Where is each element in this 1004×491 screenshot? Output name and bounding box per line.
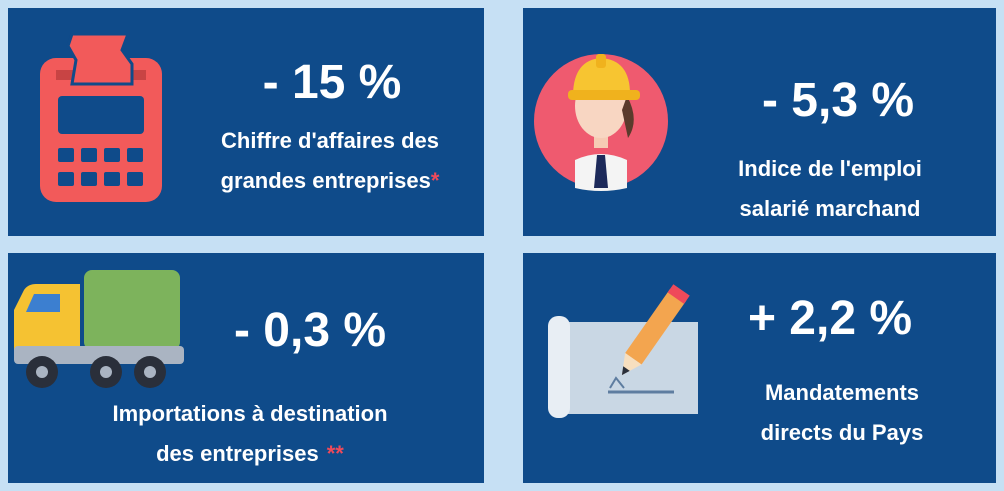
value: + 2,2 %: [748, 292, 912, 345]
label-text: des entreprises: [156, 441, 319, 466]
label-line: grandes entreprises*: [221, 168, 440, 193]
label-line: des entreprises **: [156, 441, 344, 466]
value: - 5,3 %: [762, 74, 914, 127]
truck-icon: [14, 270, 184, 388]
value: - 15 %: [263, 56, 402, 109]
label-line: salarié marchand: [740, 196, 921, 221]
plan-icon: [548, 284, 698, 418]
label-line: Mandatements: [765, 380, 919, 405]
worker-icon: [534, 54, 668, 191]
value: - 0,3 %: [234, 304, 386, 357]
label-line: Importations à destination: [112, 401, 387, 426]
footnote-mark: **: [327, 441, 345, 466]
label-line: Chiffre d'affaires des: [221, 128, 439, 153]
label-line: directs du Pays: [761, 420, 924, 445]
label-line: Indice de l'emploi: [738, 156, 922, 181]
footnote-mark: *: [431, 168, 440, 193]
calculator-icon: [40, 32, 162, 202]
label-text: grandes entreprises: [221, 168, 431, 193]
